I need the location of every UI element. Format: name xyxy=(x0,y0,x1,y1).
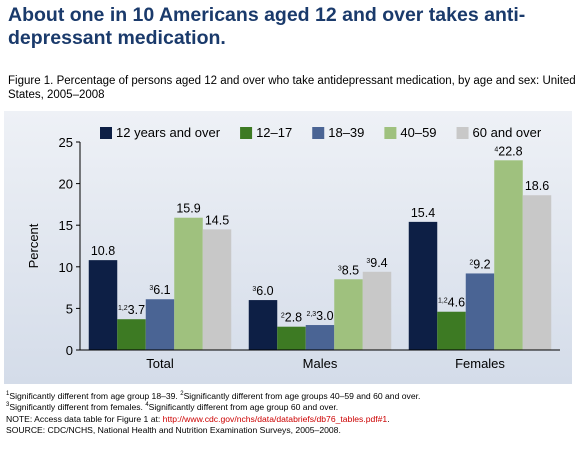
value-text: 6.1 xyxy=(153,283,170,297)
bar xyxy=(409,222,438,350)
value-text: 8.5 xyxy=(342,263,359,277)
value-text: 3.7 xyxy=(128,303,145,317)
value-label: 38.5 xyxy=(338,263,359,277)
value-label: 36.0 xyxy=(252,284,273,298)
legend-label: 60 and over xyxy=(473,125,542,140)
legend-label: 40–59 xyxy=(400,125,436,140)
value-label: 2,33.0 xyxy=(306,309,333,323)
value-text: 3.0 xyxy=(316,309,333,323)
bar xyxy=(466,273,495,350)
legend-swatch xyxy=(240,127,252,139)
bar xyxy=(117,319,146,350)
legend-swatch xyxy=(384,127,396,139)
y-tick-label: 0 xyxy=(66,343,73,358)
bar xyxy=(523,195,552,350)
value-label: 1,24.6 xyxy=(438,296,465,310)
bar xyxy=(89,260,118,350)
value-text: 9.2 xyxy=(473,257,490,271)
bar xyxy=(203,229,232,350)
category-label: Males xyxy=(303,356,338,371)
note-line: NOTE: Access data table for Figure 1 at:… xyxy=(6,414,578,425)
bar xyxy=(277,327,306,350)
value-label: 422.8 xyxy=(494,144,522,158)
footnote-text: Significantly different from age group 1… xyxy=(9,391,180,401)
bar xyxy=(249,300,278,350)
bar xyxy=(437,312,466,350)
bar xyxy=(363,272,392,350)
headline: About one in 10 Americans aged 12 and ov… xyxy=(8,4,574,50)
category-label: Total xyxy=(146,356,174,371)
value-label: 18.6 xyxy=(525,179,549,193)
value-label: 15.9 xyxy=(176,202,200,216)
value-label: 29.2 xyxy=(469,257,490,271)
value-label: 22.8 xyxy=(281,311,302,325)
value-text: 4.6 xyxy=(448,296,465,310)
y-tick-label: 10 xyxy=(59,260,73,275)
value-label: 39.4 xyxy=(366,256,387,270)
significance-marker: 2,3 xyxy=(306,311,316,318)
y-tick-label: 15 xyxy=(59,218,73,233)
footnote-line-2: 3Significantly different from females. 4… xyxy=(6,402,578,413)
note-prefix: NOTE: Access data table for Figure 1 at: xyxy=(6,414,163,424)
bar xyxy=(306,325,335,350)
value-text: 22.8 xyxy=(498,144,522,158)
chart-panel: 12 years and over 12–17 18–39 40–59 60 and o… xyxy=(4,111,572,384)
value-text: 9.4 xyxy=(370,256,387,270)
value-text: 2.8 xyxy=(285,311,302,325)
legend-swatch xyxy=(312,127,324,139)
bar xyxy=(174,218,203,350)
value-label: 10.8 xyxy=(91,244,115,258)
footnotes: 1Significantly different from age group … xyxy=(6,391,578,437)
y-tick-label: 5 xyxy=(66,301,73,316)
footnote-text: Significantly different from age group 6… xyxy=(149,402,339,412)
legend-label: 12 years and over xyxy=(116,125,221,140)
significance-marker: 1,2 xyxy=(118,305,128,312)
legend-swatch xyxy=(100,127,112,139)
value-label: 36.1 xyxy=(149,283,170,297)
value-text: 6.0 xyxy=(256,284,273,298)
significance-marker: 1,2 xyxy=(438,298,448,305)
bar-chart: 12 years and over 12–17 18–39 40–59 60 and o… xyxy=(4,111,572,384)
value-label: 14.5 xyxy=(205,213,229,227)
bar xyxy=(146,299,175,350)
legend-label: 18–39 xyxy=(328,125,364,140)
category-label: Females xyxy=(455,356,505,371)
y-tick-label: 25 xyxy=(59,135,73,150)
legend-swatch xyxy=(457,127,469,139)
footnote-text: Significantly different from age groups … xyxy=(184,391,421,401)
footnote-text: Significantly different from females. xyxy=(9,402,145,412)
note-suffix: . xyxy=(387,414,389,424)
value-label: 1,23.7 xyxy=(118,303,145,317)
bar xyxy=(334,279,363,350)
legend-label: 12–17 xyxy=(256,125,292,140)
bar xyxy=(494,160,523,350)
figure-caption: Figure 1. Percentage of persons aged 12 … xyxy=(8,74,576,102)
y-tick-label: 20 xyxy=(59,177,73,192)
footnote-line-1: 1Significantly different from age group … xyxy=(6,391,578,402)
data-table-link[interactable]: http://www.cdc.gov/nchs/data/databriefs/… xyxy=(163,414,388,424)
value-label: 15.4 xyxy=(411,206,435,220)
y-axis-title: Percent xyxy=(26,223,41,268)
source-line: SOURCE: CDC/NCHS, National Health and Nu… xyxy=(6,425,578,436)
